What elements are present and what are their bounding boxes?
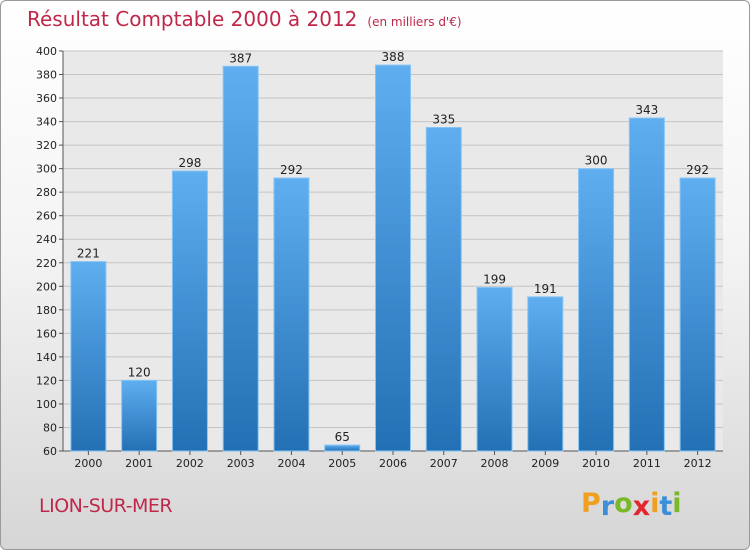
x-tick-label: 2004: [277, 457, 305, 470]
brand-letter: r: [600, 491, 615, 522]
y-tick-label: 160: [36, 327, 57, 340]
bar: [578, 168, 615, 452]
bar: [324, 444, 361, 452]
brand-letter: x: [632, 491, 651, 522]
bar: [628, 117, 665, 452]
bar-value-label: 300: [585, 154, 608, 168]
x-tick-label: 2000: [74, 457, 102, 470]
bar: [375, 64, 411, 452]
bar-value-label: 65: [335, 430, 350, 444]
x-tick-label: 2011: [633, 457, 661, 470]
brand-letter: i: [672, 488, 682, 519]
bar: [425, 126, 462, 452]
y-tick-label: 200: [36, 280, 57, 293]
y-tick-label: 300: [36, 163, 57, 176]
y-tick-label: 400: [36, 45, 57, 58]
bar: [222, 65, 259, 452]
x-tick-label: 2006: [379, 457, 407, 470]
x-tick-label: 2010: [582, 457, 610, 470]
y-tick-label: 380: [36, 69, 57, 82]
y-tick-label: 180: [36, 304, 57, 317]
x-tick-label: 2007: [430, 457, 458, 470]
x-tick-label: 2003: [227, 457, 255, 470]
y-tick-label: 280: [36, 186, 57, 199]
y-tick-label: 260: [36, 210, 57, 223]
y-tick-label: 140: [36, 351, 57, 364]
brand-letter: o: [614, 488, 633, 519]
brand-letter: P: [581, 488, 601, 519]
bar-value-label: 292: [686, 163, 709, 177]
chart-title-text: Résultat Comptable 2000 à 2012: [27, 7, 358, 31]
x-tick-label: 2009: [531, 457, 559, 470]
brand-logo: Proxiti: [581, 488, 682, 522]
y-tick-label: 320: [36, 139, 57, 152]
y-tick-label: 360: [36, 92, 57, 105]
y-tick-label: 220: [36, 257, 57, 270]
y-tick-label: 80: [43, 421, 57, 434]
bar: [273, 177, 310, 452]
bar-value-label: 298: [178, 156, 201, 170]
x-tick-label: 2008: [481, 457, 509, 470]
bar: [121, 379, 158, 452]
x-tick-label: 2001: [125, 457, 153, 470]
y-tick-label: 240: [36, 233, 57, 246]
y-tick-label: 120: [36, 374, 57, 387]
brand-letter: t: [659, 491, 673, 522]
bar-value-label: 191: [534, 282, 557, 296]
x-tick-label: 2002: [176, 457, 204, 470]
bar-value-label: 343: [635, 103, 658, 117]
y-tick-label: 340: [36, 116, 57, 129]
bar-value-label: 120: [128, 365, 151, 379]
brand-letter: i: [650, 488, 660, 519]
x-tick-label: 2005: [328, 457, 356, 470]
bar-value-label: 335: [432, 112, 455, 126]
bar-value-label: 292: [280, 163, 303, 177]
chart-subtitle: (en milliers d'€): [367, 15, 462, 29]
bar: [476, 286, 513, 452]
bar-value-label: 387: [229, 51, 252, 65]
chart-title: Résultat Comptable 2000 à 2012 (en millie…: [27, 7, 462, 31]
bar: [527, 296, 564, 452]
bar: [679, 177, 716, 452]
bar: [171, 170, 208, 452]
bar-value-label: 388: [382, 50, 405, 64]
y-tick-label: 60: [43, 445, 57, 458]
y-tick-label: 100: [36, 398, 57, 411]
bar-value-label: 221: [77, 247, 100, 261]
x-tick-label: 2012: [684, 457, 712, 470]
bar: [70, 261, 107, 452]
place-name: LION-SUR-MER: [39, 495, 173, 517]
bar-value-label: 199: [483, 272, 506, 286]
